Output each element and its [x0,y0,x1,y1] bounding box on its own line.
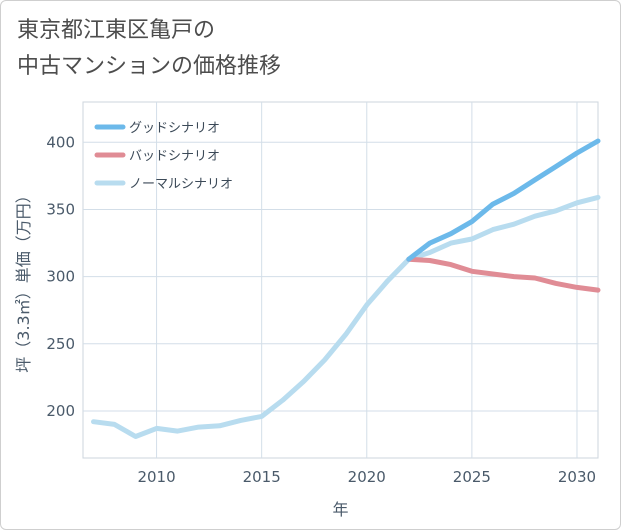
y-tick-label: 400 [46,133,75,151]
series-line-2 [91,194,601,439]
x-tick-label: 2025 [453,468,491,486]
x-tick-label: 2020 [348,468,386,486]
x-tick-label: 2010 [137,468,175,486]
tick-labels: 2010 2015 2020 2025 2030 200 250 300 350 400 [46,133,596,486]
x-tick-label: 2030 [558,468,596,486]
y-axis-label: 坪（3.3㎡）単価（万円） [14,187,33,372]
series-lines [91,138,601,439]
legend-label: バッドシナリオ [129,149,220,164]
x-axis-label: 年 [332,500,348,519]
x-tick-label: 2015 [243,468,281,486]
legend-label: グッドシナリオ [129,121,220,136]
y-tick-label: 250 [46,335,75,353]
series-line-1 [406,256,601,293]
y-tick-label: 350 [46,200,75,218]
plot-area [82,101,599,459]
legend-label: ノーマルシナリオ [129,177,233,192]
y-tick-label: 200 [46,402,75,420]
series-line-0 [406,138,601,262]
chart-title: 東京都江東区亀戸の 中古マンションの価格推移 [17,18,282,79]
y-tick-label: 300 [46,268,75,286]
